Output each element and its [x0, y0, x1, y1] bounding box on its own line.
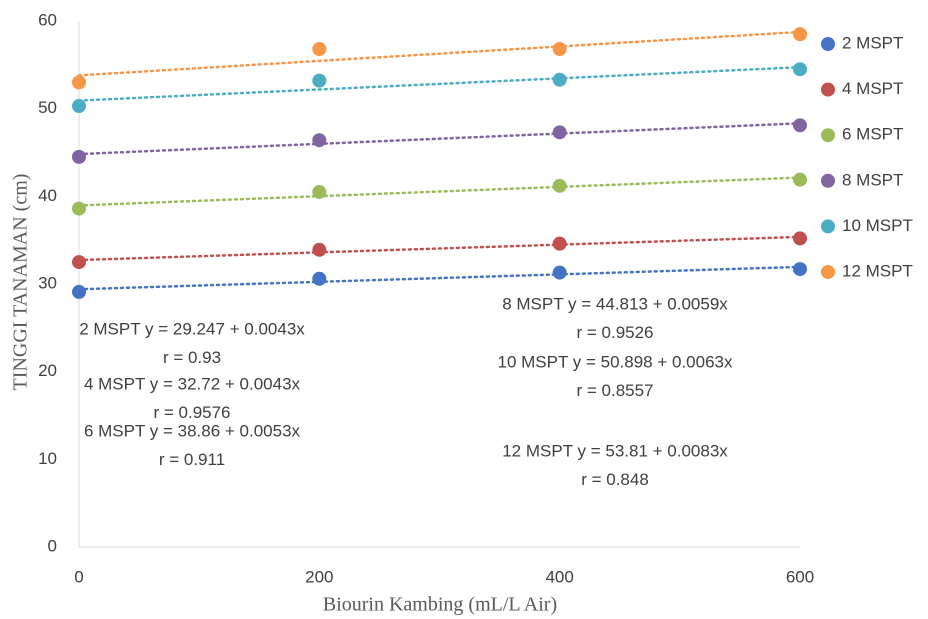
y-tick-label: 20 [38, 361, 57, 380]
legend-marker [821, 173, 835, 188]
trendline [77, 265, 802, 291]
data-point [552, 265, 567, 280]
data-point [552, 42, 567, 57]
legend-marker [821, 219, 835, 234]
trendline [77, 176, 802, 207]
legend-label: 6 MSPT [842, 125, 903, 144]
trendline [77, 65, 802, 102]
data-point [552, 178, 567, 193]
legend-label: 4 MSPT [842, 79, 903, 98]
data-point [793, 262, 807, 277]
trendline [77, 122, 802, 156]
data-point [312, 184, 327, 199]
y-tick-label: 10 [38, 449, 57, 468]
y-tick-label: 60 [38, 10, 57, 29]
data-point [312, 73, 327, 88]
y-tick-label: 40 [38, 186, 57, 205]
annotation: r = 0.848 [581, 470, 649, 489]
legend-label: 2 MSPT [842, 33, 903, 52]
data-point [72, 201, 86, 216]
legend-label: 10 MSPT [842, 216, 913, 235]
data-point [312, 133, 327, 148]
data-point [552, 125, 567, 140]
x-axis-label: Biourin Kambing (mL/L Air) [323, 594, 557, 616]
data-point [312, 271, 327, 286]
x-tick-label: 400 [545, 567, 573, 586]
annotation: 12 MSPT y = 53.81 + 0.0083x [502, 441, 728, 460]
legend-marker [821, 82, 835, 97]
legend-label: 8 MSPT [842, 170, 903, 189]
data-point [72, 255, 86, 270]
data-point [552, 236, 567, 251]
data-point [72, 284, 86, 299]
legend-marker [821, 37, 835, 51]
legend-marker [821, 265, 835, 279]
trendline [77, 30, 802, 77]
y-tick-label: 50 [38, 98, 57, 117]
data-point [552, 72, 567, 87]
y-tick-label: 0 [48, 536, 57, 555]
legend-marker [821, 128, 835, 143]
trendline [77, 235, 802, 262]
legend-label: 12 MSPT [842, 261, 913, 280]
annotation: 6 MSPT y = 38.86 + 0.0053x [84, 421, 301, 440]
data-point [793, 231, 807, 246]
data-point [793, 27, 807, 42]
data-point [72, 149, 86, 164]
data-point [312, 42, 327, 57]
x-tick-label: 0 [74, 567, 83, 586]
data-point [312, 242, 327, 257]
annotation: r = 0.93 [163, 348, 221, 367]
annotation: r = 0.9526 [576, 323, 653, 342]
x-tick-label: 200 [305, 567, 333, 586]
data-point [72, 99, 86, 114]
y-tick-label: 30 [38, 273, 57, 292]
data-point [793, 172, 807, 187]
y-axis-label: TINGGI TANAMAN (cm) [10, 174, 32, 391]
annotation: r = 0.911 [159, 450, 225, 469]
annotation: r = 0.8557 [576, 381, 653, 400]
annotation: 4 MSPT y = 32.72 + 0.0043x [84, 374, 301, 393]
annotation: r = 0.9576 [153, 403, 230, 422]
annotation: 2 MSPT y = 29.247 + 0.0043x [79, 319, 305, 338]
x-tick-label: 600 [786, 567, 814, 586]
data-point [793, 62, 807, 77]
data-point [793, 118, 807, 133]
annotation: 8 MSPT y = 44.813 + 0.0059x [502, 294, 728, 313]
data-point [72, 75, 86, 90]
annotation: 10 MSPT y = 50.898 + 0.0063x [497, 352, 733, 371]
